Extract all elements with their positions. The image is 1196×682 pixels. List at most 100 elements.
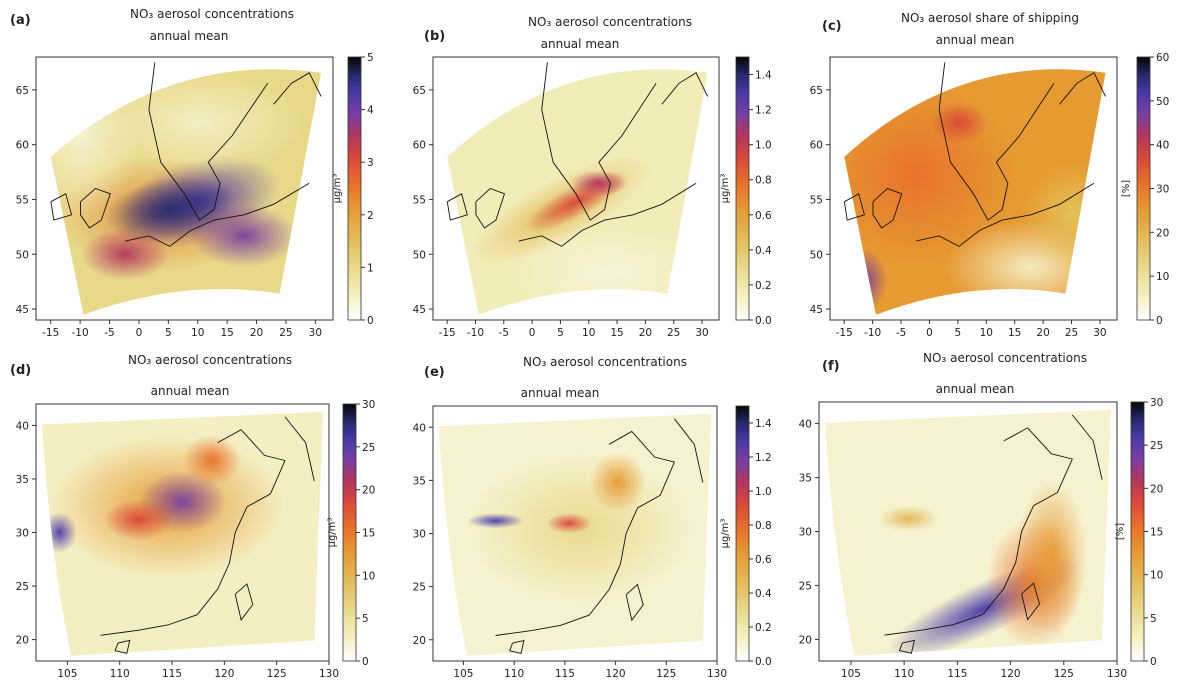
colorbar-tick-label: 0.0 — [755, 315, 772, 327]
colorbar-tick-label: 3 — [367, 157, 374, 169]
y-tick-label: 20 — [799, 634, 812, 646]
y-tick-label: 50 — [16, 249, 29, 261]
x-tick-label: -10 — [467, 327, 484, 339]
coastline — [541, 62, 657, 221]
colorbar-tick-label: 0.2 — [755, 622, 772, 634]
colorbar-tick-label: 1 — [367, 262, 374, 274]
coastline — [50, 193, 73, 221]
colorbar — [735, 405, 750, 662]
colorbar-unit: [%] — [1115, 523, 1126, 540]
panel-title: NO₃ aerosol concentrations — [528, 15, 692, 29]
x-tick-label: 30 — [1093, 327, 1106, 339]
colorbar — [1130, 401, 1145, 662]
colorbar-tick-label: 60 — [1156, 52, 1169, 64]
x-tick-label: 0 — [136, 327, 143, 339]
x-tick-label: 10 — [582, 327, 595, 339]
coastline — [234, 583, 254, 621]
y-tick-label: 40 — [413, 422, 426, 434]
panel-subtitle: annual mean — [541, 37, 620, 51]
y-tick-label: 65 — [16, 85, 29, 97]
colorbar-tick-label: 0.8 — [755, 520, 772, 532]
panel-title: NO₃ aerosol concentrations — [128, 353, 292, 367]
x-tick-label: -5 — [104, 327, 114, 339]
y-tick-label: 50 — [810, 249, 823, 261]
coastline — [1071, 414, 1103, 480]
x-tick-label: 10 — [980, 327, 993, 339]
panel-e: 105 110 115 120 125 130 20 25 30 35 40 (e) NO₃ aeros… — [413, 355, 772, 680]
x-tick-label: 25 — [667, 327, 680, 339]
colorbar-tick-label: 10 — [1156, 271, 1169, 283]
field-blob — [80, 227, 170, 281]
colorbar-tick-label: 25 — [362, 442, 375, 454]
y-tick-label: 30 — [799, 527, 812, 539]
coastline — [284, 416, 315, 482]
y-tick-label: 55 — [16, 194, 29, 206]
panel-title: NO₃ aerosol share of shipping — [901, 11, 1079, 25]
colorbar-tick-label: 0.4 — [755, 588, 772, 600]
coastline — [625, 583, 644, 622]
colorbar-tick-label: 2 — [367, 210, 374, 222]
y-tick-label: 60 — [413, 140, 426, 152]
coastline — [884, 427, 1073, 636]
colorbar-tick-label: 40 — [1156, 140, 1169, 152]
field-blob — [878, 505, 939, 532]
x-tick-label: 115 — [947, 668, 967, 680]
colorbar-tick-label: 1.4 — [755, 418, 772, 430]
y-tick-label: 60 — [810, 140, 823, 152]
colorbar-tick-label: 10 — [1150, 570, 1163, 582]
colorbar-tick-label: 1.0 — [755, 140, 772, 152]
x-tick-label: 10 — [191, 327, 204, 339]
y-tick-label: 25 — [413, 582, 426, 594]
colorbar-tick-label: 25 — [1150, 440, 1163, 452]
coastline — [100, 429, 286, 636]
colorbar-tick-label: 5 — [362, 613, 369, 625]
coastline — [915, 182, 1095, 247]
colorbar-tick-label: 1.4 — [755, 70, 772, 82]
y-tick-label: 65 — [413, 85, 426, 97]
coastline — [273, 72, 322, 105]
x-tick-label: -10 — [72, 327, 89, 339]
y-tick-label: 35 — [16, 474, 29, 486]
y-tick-label: 35 — [413, 475, 426, 487]
colorbar-tick-label: 30 — [1156, 184, 1169, 196]
x-tick-label: 120 — [214, 668, 234, 680]
colorbar-tick-label: 20 — [1156, 227, 1169, 239]
field-blob — [182, 434, 242, 487]
panel-label: (f) — [822, 359, 840, 374]
x-tick-label: 30 — [309, 327, 322, 339]
x-tick-label: 20 — [639, 327, 652, 339]
field-blob — [103, 499, 174, 541]
data-field — [824, 409, 1112, 656]
colorbar-tick-label: 30 — [362, 399, 375, 411]
field-blob — [570, 170, 628, 197]
x-tick-label: 5 — [165, 327, 172, 339]
colorbar-tick-label: 1.0 — [755, 486, 772, 498]
field-blob — [1015, 479, 1088, 636]
panel-c: -15 -10 -5 0 5 10 15 20 25 30 45 50 55 60 65 (c) NO₃ aer… — [810, 11, 1170, 339]
x-tick-label: 20 — [1036, 327, 1049, 339]
x-tick-label: 15 — [1008, 327, 1021, 339]
colorbar-tick-label: 0.2 — [755, 280, 772, 292]
x-tick-label: 15 — [610, 327, 623, 339]
x-tick-label: 125 — [1054, 668, 1074, 680]
colorbar-tick-label: 10 — [362, 570, 375, 582]
colorbar-tick-label: 0 — [1156, 315, 1163, 327]
y-tick-label: 60 — [16, 140, 29, 152]
colorbar-unit: [%] — [1121, 180, 1132, 197]
x-tick-label: 15 — [220, 327, 233, 339]
x-tick-label: 110 — [504, 668, 524, 680]
y-tick-label: 30 — [413, 529, 426, 541]
colorbar-tick-label: 0.8 — [755, 175, 772, 187]
panel-title: NO₃ aerosol concentrations — [523, 355, 687, 369]
panel-b: -15 -10 -5 0 5 10 15 20 25 30 45 50 55 60 65 (b) NO₃ aer… — [413, 15, 772, 339]
x-tick-label: 115 — [555, 668, 575, 680]
colorbar-unit: μg/m³ — [720, 519, 731, 549]
x-tick-label: -15 — [42, 327, 59, 339]
x-tick-label: 20 — [250, 327, 263, 339]
data-field — [41, 411, 324, 656]
x-tick-label: 30 — [695, 327, 708, 339]
coastline — [446, 193, 468, 221]
field-blob — [467, 513, 524, 529]
